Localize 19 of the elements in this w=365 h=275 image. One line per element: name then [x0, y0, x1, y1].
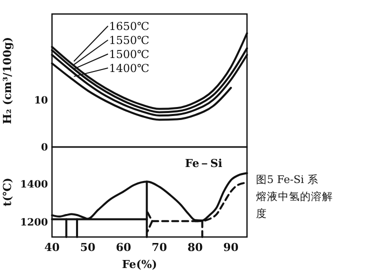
annotation: Fe－Si	[185, 157, 222, 170]
y-tick-label: 0	[41, 142, 48, 154]
x-axis-title: Fe(%)	[122, 258, 158, 271]
y-tick-label: 10	[34, 96, 48, 107]
y-axis-title: H₂ (cm³/100g)	[1, 36, 14, 124]
text: 1550℃	[109, 34, 150, 47]
legend-label: 1400℃	[109, 62, 150, 75]
text: 1650℃	[109, 20, 150, 33]
x-tick-label: 70	[152, 241, 168, 254]
x-tick-label: 90	[223, 241, 239, 254]
x-tick-label: 80	[187, 241, 204, 254]
y-tick-label: 1200	[20, 217, 48, 228]
x-tick-label: 60	[116, 241, 132, 254]
y-axis-title: t(℃)	[1, 178, 14, 206]
legend-label: 1500℃	[109, 48, 150, 61]
x-tick-label: 40	[44, 241, 60, 254]
x-tick-label: 50	[80, 241, 96, 254]
y-tick-label: 1400	[20, 179, 48, 190]
caption: 图5 Fe-Si 系熔液中氢的溶解度	[256, 173, 333, 220]
